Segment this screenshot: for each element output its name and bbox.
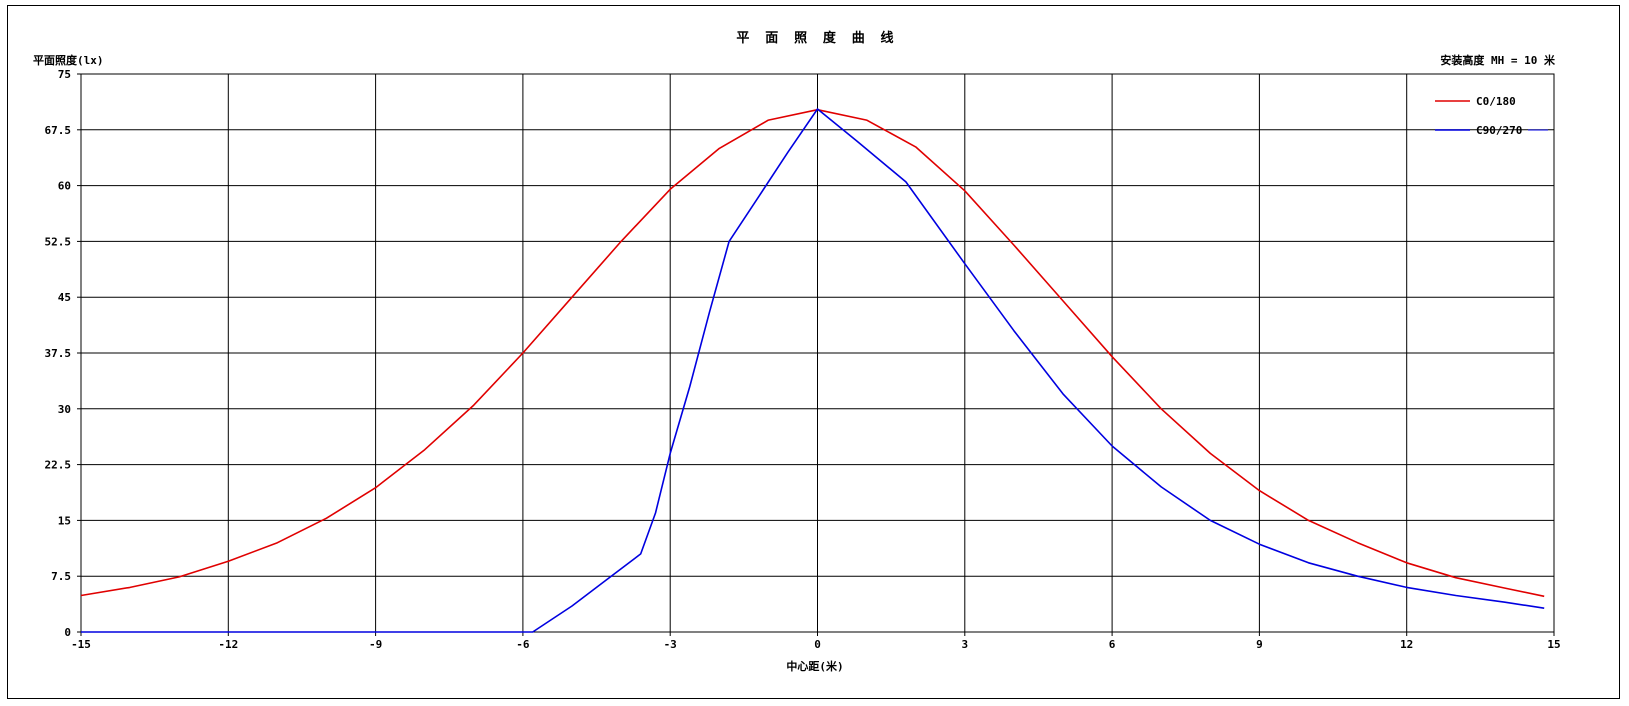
y-tick-label: 37.5	[45, 347, 72, 360]
x-tick-label: -15	[71, 638, 91, 651]
series-line-c90-270	[81, 108, 1545, 633]
x-tick-label: 6	[1109, 638, 1116, 651]
legend: C0/180 C90/270	[1435, 95, 1548, 137]
y-tick-label: 7.5	[51, 570, 71, 583]
y-tick-label: 15	[58, 514, 71, 527]
y-axis-label: 平面照度(lx)	[33, 53, 104, 67]
x-tick-label: -9	[369, 638, 382, 651]
x-tick-label: 15	[1547, 638, 1560, 651]
tick-labels: -15 -12 -9 -6 -3 0 3 6 9 12 15 0 7.5 15 22.5 30 37.5 45 52…	[45, 68, 1561, 651]
x-tick-label: -3	[664, 638, 677, 651]
y-tick-label: 60	[58, 180, 71, 193]
legend-label-c90: C90/270	[1476, 124, 1522, 137]
x-tick-label: 3	[961, 638, 968, 651]
y-tick-label: 52.5	[45, 235, 72, 248]
x-tick-label: -6	[516, 638, 530, 651]
y-tick-label: 75	[58, 68, 71, 81]
y-tick-label: 0	[64, 626, 71, 639]
chart-title: 平 面 照 度 曲 线	[736, 30, 897, 46]
y-tick-label: 22.5	[45, 459, 72, 472]
x-tick-label: -12	[218, 638, 238, 651]
y-tick-label: 30	[58, 403, 71, 416]
x-tick-label: 12	[1400, 638, 1413, 651]
y-tick-label: 67.5	[45, 124, 72, 137]
x-axis-label: 中心距(米)	[786, 659, 843, 673]
series-lines	[80, 108, 1545, 633]
grid-lines	[77, 73, 1555, 636]
legend-label-c0: C0/180	[1476, 95, 1516, 108]
y-tick-label: 45	[58, 291, 71, 304]
mounting-height-label: 安装高度 MH = 10 米	[1440, 53, 1556, 67]
x-tick-label: 9	[1256, 638, 1263, 651]
x-tick-label: 0	[814, 638, 821, 651]
